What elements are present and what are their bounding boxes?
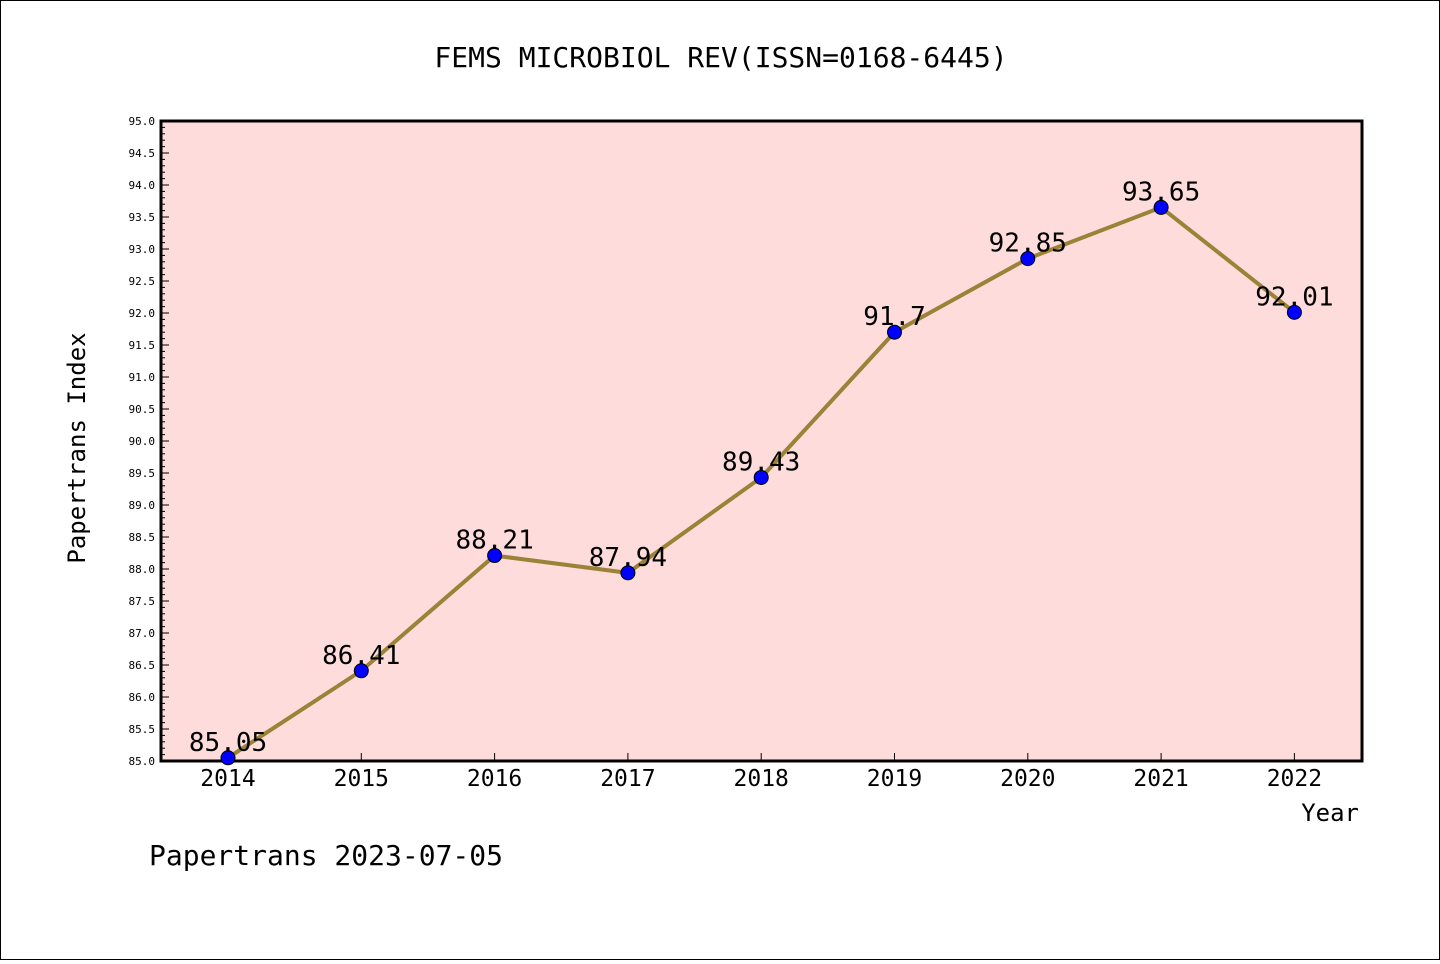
y-tick-label: 91.5 [129,339,156,352]
data-label: 92.01 [1255,282,1333,312]
data-label: 92.85 [989,229,1067,259]
y-tick-label: 92.5 [129,275,156,288]
data-label: 91.7 [863,302,926,332]
data-point [353,663,369,679]
x-tick-label: 2022 [1267,766,1322,792]
data-label: 93.65 [1122,177,1200,207]
y-tick-label: 92.0 [129,307,156,320]
x-tick-label: 2020 [1000,766,1055,792]
x-axis-label: Year [1301,799,1359,827]
x-tick-label: 2017 [600,766,655,792]
x-tick-label: 2021 [1133,766,1188,792]
x-tick-label: 2019 [867,766,922,792]
x-tick-label: 2014 [200,766,255,792]
y-axis: 85.0 85.5 86.0 86.5 87.0 87.5 88.0 88.5 89.0 89.5… [129,115,169,768]
y-tick-label: 91.0 [129,371,156,384]
data-label: 85.05 [189,728,267,758]
y-tick-label: 88.5 [129,531,156,544]
data-label: 87.94 [589,543,667,573]
data-point [887,324,902,340]
y-tick-label: 87.0 [129,627,156,640]
y-tick-label: 93.5 [129,211,156,224]
y-tick-label: 86.5 [129,659,156,672]
data-point [1020,251,1036,267]
series-layer [220,199,1302,766]
y-tick-label: 89.0 [129,499,156,512]
y-tick-label: 89.5 [129,467,156,480]
data-label: 86.41 [322,641,400,671]
x-tick-label: 2018 [734,766,789,792]
x-tick-label: 2016 [467,766,522,792]
data-label: 89.43 [722,447,800,477]
y-tick-label: 90.5 [129,403,156,416]
y-tick-label: 85.5 [129,723,156,736]
y-tick-label: 94.0 [129,179,156,192]
data-point [220,750,236,766]
y-tick-label: 87.5 [129,595,156,608]
y-tick-label: 90.0 [129,435,156,448]
chart-title: FEMS MICROBIOL REV(ISSN=0168-6445) [434,41,1007,74]
y-tick-label: 93.0 [129,243,156,256]
data-label: 88.21 [455,526,533,556]
data-point [753,469,769,485]
plot-area [159,119,1364,763]
x-axis: 2014 2015 2016 2017 2018 2019 2020 2021 2022 [200,753,1322,792]
data-labels: 85.05 86.41 88.21 87.94 89.43 91.7 92.85 93.65 9… [189,177,1334,757]
y-tick-label: 88.0 [129,563,156,576]
y-axis-label: Papertrans Index [63,332,91,563]
data-point [620,565,636,581]
data-point [1153,199,1169,215]
footer-credit: Papertrans 2023-07-05 [149,839,503,872]
y-tick-label: 94.5 [129,147,156,160]
data-point [1286,304,1302,320]
y-tick-label: 85.0 [129,755,156,768]
data-point [487,548,503,564]
y-tick-label: 86.0 [129,691,156,704]
x-tick-label: 2015 [334,766,389,792]
y-tick-label: 95.0 [129,115,156,128]
